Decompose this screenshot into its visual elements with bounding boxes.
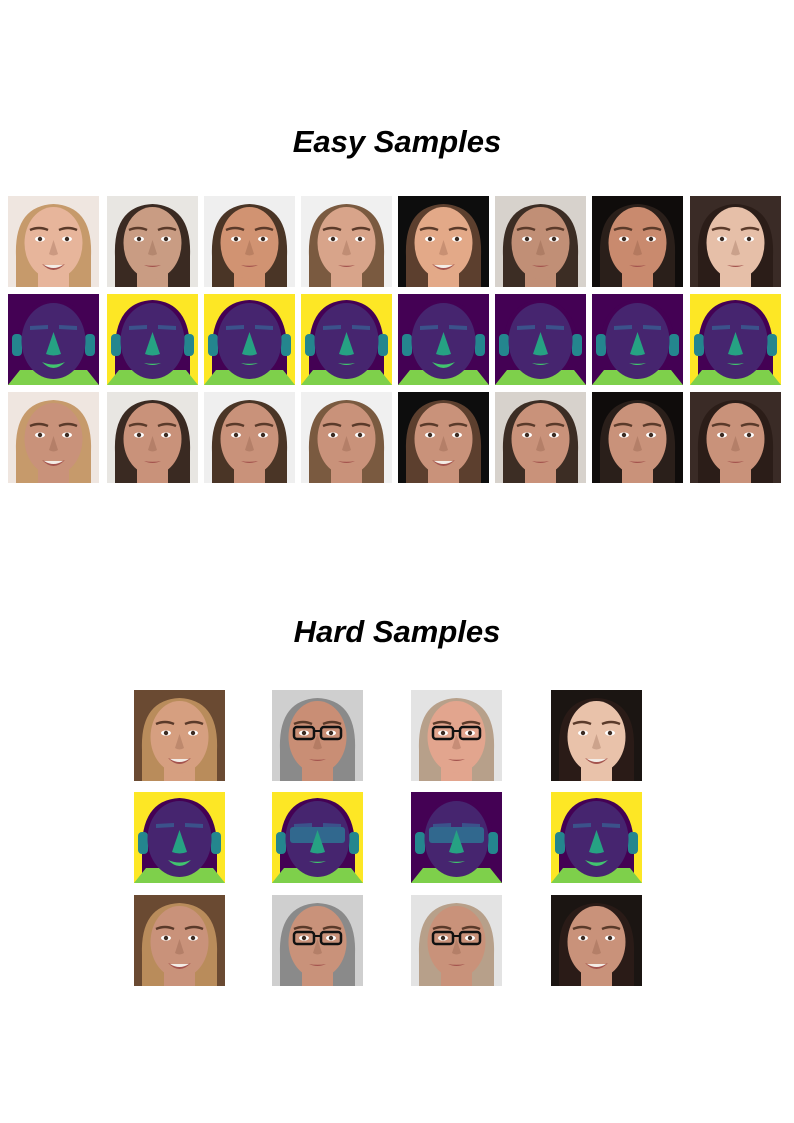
source-photo-hard-2 — [272, 690, 363, 781]
source-photo-easy-4 — [301, 196, 392, 287]
swapped-photo-hard-4 — [551, 895, 642, 986]
swapped-photo-hard-2 — [272, 895, 363, 986]
swapped-photo-easy-5 — [398, 392, 489, 483]
source-photo-easy-2 — [107, 196, 198, 287]
segmentation-map-easy-4 — [301, 294, 392, 385]
swapped-photo-hard-1 — [134, 895, 225, 986]
easy-samples-heading: Easy Samples — [292, 124, 502, 159]
swapped-photo-easy-1 — [8, 392, 99, 483]
segmentation-map-easy-7 — [592, 294, 683, 385]
segmentation-map-easy-3 — [204, 294, 295, 385]
segmentation-map-easy-1 — [8, 294, 99, 385]
swapped-photo-easy-4 — [301, 392, 392, 483]
segmentation-map-hard-1 — [134, 792, 225, 883]
source-photo-easy-5 — [398, 196, 489, 287]
source-photo-easy-3 — [204, 196, 295, 287]
source-photo-easy-8 — [690, 196, 781, 287]
swapped-photo-easy-2 — [107, 392, 198, 483]
hard-samples-heading: Hard Samples — [293, 614, 501, 649]
segmentation-map-hard-4 — [551, 792, 642, 883]
source-photo-hard-4 — [551, 690, 642, 781]
segmentation-map-hard-2 — [272, 792, 363, 883]
source-photo-hard-3 — [411, 690, 502, 781]
source-photo-easy-6 — [495, 196, 586, 287]
swapped-photo-hard-3 — [411, 895, 502, 986]
segmentation-map-hard-3 — [411, 792, 502, 883]
segmentation-map-easy-5 — [398, 294, 489, 385]
swapped-photo-easy-3 — [204, 392, 295, 483]
segmentation-map-easy-2 — [107, 294, 198, 385]
swapped-photo-easy-8 — [690, 392, 781, 483]
source-photo-easy-1 — [8, 196, 99, 287]
segmentation-map-easy-6 — [495, 294, 586, 385]
source-photo-easy-7 — [592, 196, 683, 287]
swapped-photo-easy-7 — [592, 392, 683, 483]
source-photo-hard-1 — [134, 690, 225, 781]
segmentation-map-easy-8 — [690, 294, 781, 385]
swapped-photo-easy-6 — [495, 392, 586, 483]
